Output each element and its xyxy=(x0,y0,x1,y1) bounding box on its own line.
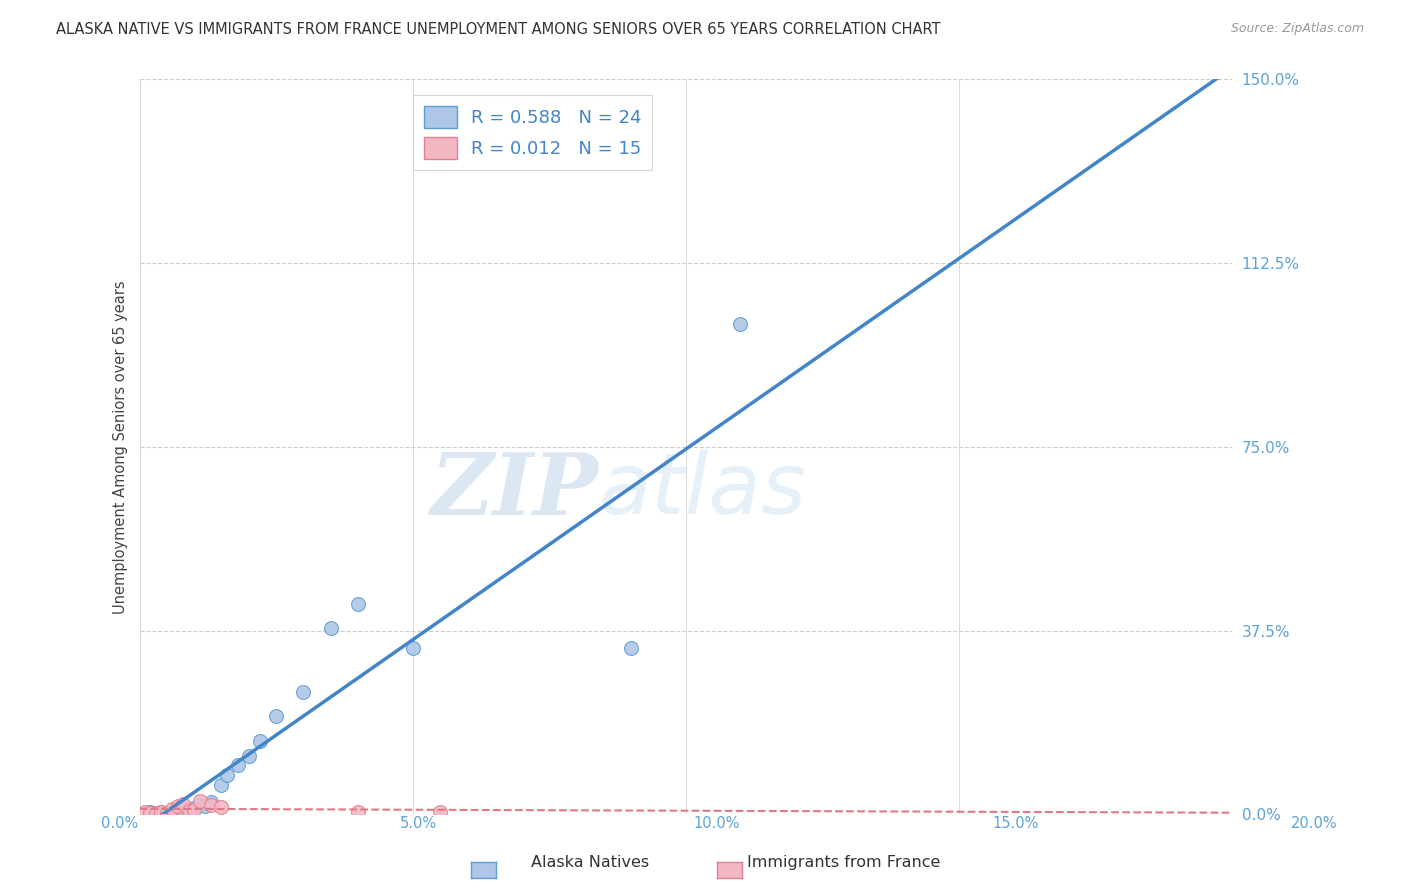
Point xyxy=(194,798,217,813)
Point xyxy=(139,805,162,820)
Text: ALASKA NATIVE VS IMMIGRANTS FROM FRANCE UNEMPLOYMENT AMONG SENIORS OVER 65 YEARS: ALASKA NATIVE VS IMMIGRANTS FROM FRANCE … xyxy=(56,22,941,37)
Legend: R = 0.588   N = 24, R = 0.012   N = 15: R = 0.588 N = 24, R = 0.012 N = 15 xyxy=(413,95,652,170)
Point xyxy=(139,805,162,819)
Point xyxy=(156,805,179,820)
Point xyxy=(200,795,222,809)
Point xyxy=(183,803,205,817)
Point xyxy=(162,805,184,819)
Point xyxy=(145,805,167,820)
Point xyxy=(150,805,173,819)
Point xyxy=(249,734,271,748)
Text: Source: ZipAtlas.com: Source: ZipAtlas.com xyxy=(1230,22,1364,36)
Point xyxy=(429,805,451,819)
Point xyxy=(183,800,205,814)
Point xyxy=(215,768,238,782)
Point xyxy=(264,709,287,723)
Point xyxy=(177,804,200,818)
Point xyxy=(188,797,211,812)
Text: atlas: atlas xyxy=(599,450,806,533)
Point xyxy=(211,778,233,792)
Point xyxy=(162,801,184,815)
Point xyxy=(150,805,173,819)
Text: 0.0%: 0.0% xyxy=(101,816,138,831)
Point xyxy=(226,758,249,772)
Text: 20.0%: 20.0% xyxy=(1291,816,1339,831)
Point xyxy=(319,621,342,635)
Point xyxy=(347,597,370,611)
Point xyxy=(156,805,179,820)
Point xyxy=(134,805,156,819)
Point xyxy=(347,805,370,819)
Point xyxy=(172,797,194,811)
Text: 10.0%: 10.0% xyxy=(693,816,741,831)
Point xyxy=(172,804,194,818)
Text: 15.0%: 15.0% xyxy=(993,816,1039,831)
Point xyxy=(166,798,188,813)
Text: Immigrants from France: Immigrants from France xyxy=(747,855,941,870)
Point xyxy=(620,640,643,655)
Point xyxy=(177,801,200,815)
Text: ZIP: ZIP xyxy=(430,449,599,533)
Point xyxy=(730,317,752,331)
Point xyxy=(166,803,188,817)
Point xyxy=(200,797,222,812)
Point xyxy=(401,640,423,655)
Point xyxy=(211,799,233,814)
Y-axis label: Unemployment Among Seniors over 65 years: Unemployment Among Seniors over 65 years xyxy=(114,280,128,614)
Point xyxy=(145,805,167,820)
Point xyxy=(238,748,260,763)
Point xyxy=(292,685,315,699)
Text: Alaska Natives: Alaska Natives xyxy=(531,855,650,870)
Text: 5.0%: 5.0% xyxy=(399,816,437,831)
Point xyxy=(188,794,211,808)
